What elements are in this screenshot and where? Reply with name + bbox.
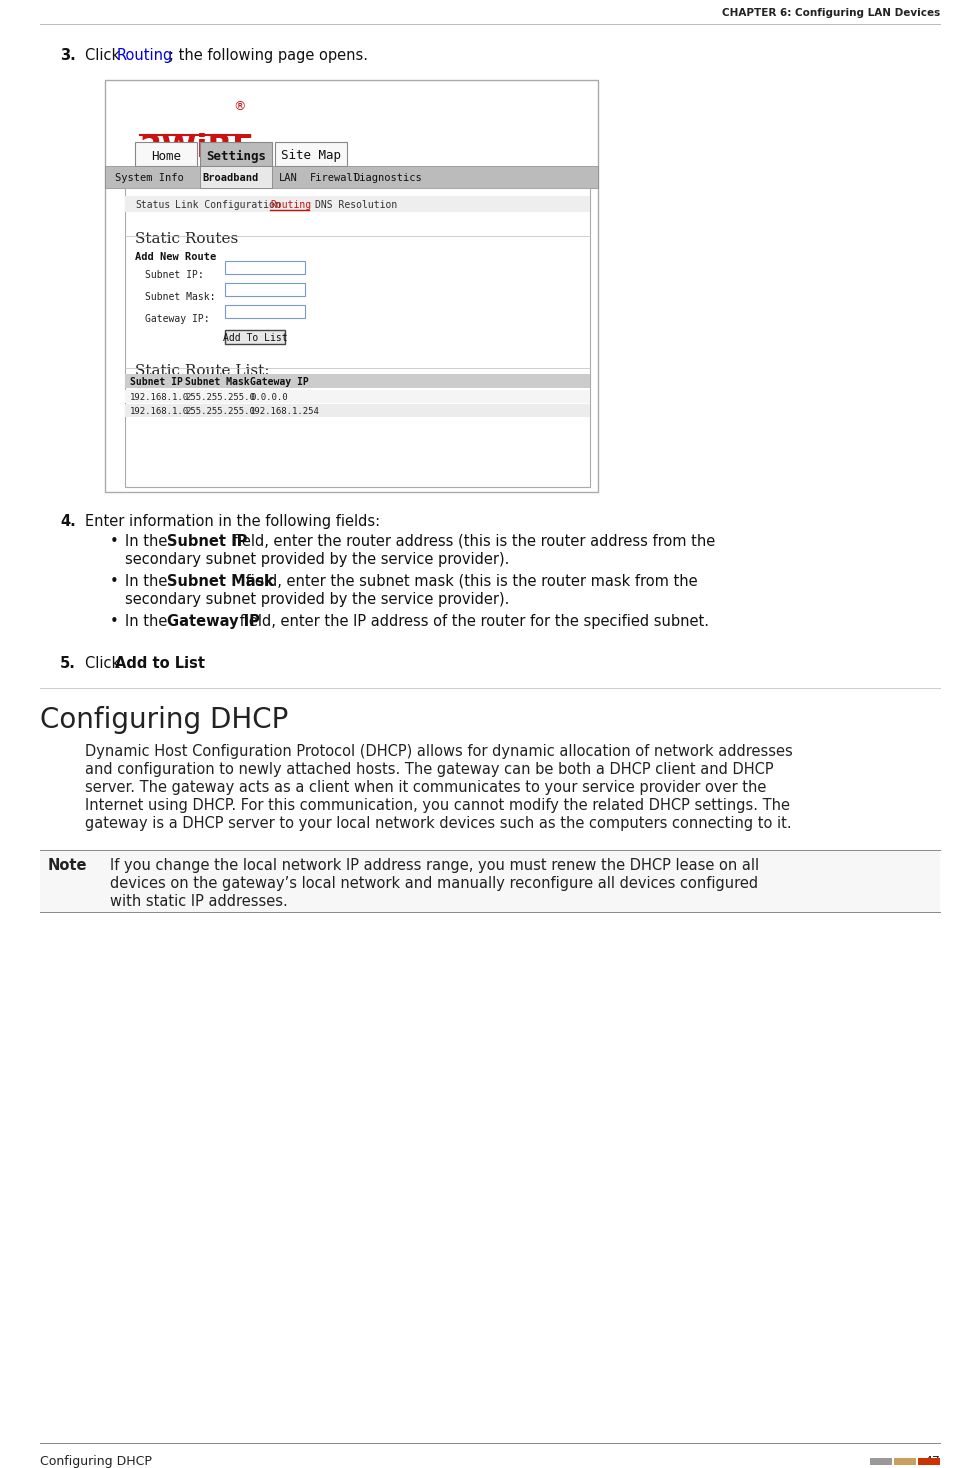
- Text: Status: Status: [135, 200, 170, 210]
- Text: 4.: 4.: [60, 514, 76, 528]
- Text: Subnet Mask:: Subnet Mask:: [145, 292, 215, 302]
- Text: System Info: System Info: [115, 173, 184, 184]
- Text: 192.168.1.0: 192.168.1.0: [130, 392, 189, 402]
- Text: Home: Home: [151, 150, 181, 163]
- FancyBboxPatch shape: [225, 330, 285, 344]
- Text: Routing: Routing: [270, 200, 311, 210]
- Text: LAN: LAN: [279, 173, 298, 184]
- Text: 0.0.0.0: 0.0.0.0: [250, 392, 287, 402]
- Text: server. The gateway acts as a client when it communicates to your service provid: server. The gateway acts as a client whe…: [85, 780, 767, 796]
- FancyBboxPatch shape: [200, 142, 272, 166]
- FancyBboxPatch shape: [105, 79, 598, 492]
- Text: Add New Route: Add New Route: [135, 252, 216, 261]
- Text: 2WiRE: 2WiRE: [140, 134, 255, 164]
- Text: Gateway IP:: Gateway IP:: [145, 314, 209, 324]
- Text: Subnet IP: Subnet IP: [130, 377, 183, 388]
- Text: If you change the local network IP address range, you must renew the DHCP lease : If you change the local network IP addre…: [110, 857, 759, 873]
- FancyBboxPatch shape: [135, 142, 197, 166]
- Text: Subnet IP: Subnet IP: [167, 534, 247, 549]
- Text: Subnet Mask: Subnet Mask: [185, 377, 249, 388]
- Text: Gateway IP: Gateway IP: [167, 614, 259, 628]
- Text: ®: ®: [233, 100, 245, 113]
- Bar: [125, 390, 590, 404]
- FancyBboxPatch shape: [225, 283, 305, 297]
- Text: 5.: 5.: [60, 656, 76, 671]
- Bar: [918, 1458, 940, 1465]
- Text: •: •: [110, 534, 119, 549]
- Bar: [894, 1458, 916, 1465]
- Bar: [105, 166, 598, 188]
- Text: Click: Click: [85, 48, 125, 63]
- Text: Subnet Mask: Subnet Mask: [167, 574, 274, 589]
- Text: 255.255.255.0: 255.255.255.0: [185, 392, 255, 402]
- Text: Subnet IP:: Subnet IP:: [145, 270, 204, 280]
- Text: 192.168.1.254: 192.168.1.254: [250, 407, 319, 415]
- Text: Enter information in the following fields:: Enter information in the following field…: [85, 514, 380, 528]
- Text: and configuration to newly attached hosts. The gateway can be both a DHCP client: and configuration to newly attached host…: [85, 762, 773, 777]
- FancyBboxPatch shape: [200, 166, 272, 188]
- Bar: [40, 850, 940, 912]
- FancyBboxPatch shape: [275, 142, 347, 166]
- Bar: [125, 374, 590, 388]
- Text: field, enter the router address (this is the router address from the: field, enter the router address (this is…: [228, 534, 715, 549]
- Text: DNS Resolution: DNS Resolution: [315, 200, 397, 210]
- Bar: [125, 188, 590, 487]
- Text: Add to List: Add to List: [115, 656, 205, 671]
- Text: Static Route List:: Static Route List:: [135, 364, 270, 377]
- Text: gateway is a DHCP server to your local network devices such as the computers con: gateway is a DHCP server to your local n…: [85, 816, 792, 831]
- Text: ; the following page opens.: ; the following page opens.: [169, 48, 368, 63]
- Text: 47: 47: [924, 1455, 940, 1468]
- FancyBboxPatch shape: [225, 305, 305, 319]
- Text: Gateway IP: Gateway IP: [250, 377, 309, 388]
- Text: Routing: Routing: [117, 48, 173, 63]
- Text: 192.168.1.0: 192.168.1.0: [130, 407, 189, 415]
- Text: Link Configuration: Link Configuration: [175, 200, 281, 210]
- Text: Settings: Settings: [206, 150, 266, 163]
- Text: Static Routes: Static Routes: [135, 232, 239, 247]
- Text: .: .: [182, 656, 187, 671]
- Text: secondary subnet provided by the service provider).: secondary subnet provided by the service…: [125, 592, 509, 606]
- Text: field, enter the subnet mask (this is the router mask from the: field, enter the subnet mask (this is th…: [242, 574, 698, 589]
- Text: field, enter the IP address of the router for the specified subnet.: field, enter the IP address of the route…: [235, 614, 709, 628]
- Text: Firewall: Firewall: [310, 173, 360, 184]
- Text: Broadband: Broadband: [202, 173, 258, 184]
- Text: Configuring DHCP: Configuring DHCP: [40, 1455, 152, 1468]
- Text: •: •: [110, 574, 119, 589]
- Text: Note: Note: [48, 857, 88, 873]
- Bar: [870, 1458, 892, 1465]
- Text: In the: In the: [125, 574, 172, 589]
- Text: Add To List: Add To List: [223, 333, 287, 344]
- Text: Dynamic Host Configuration Protocol (DHCP) allows for dynamic allocation of netw: Dynamic Host Configuration Protocol (DHC…: [85, 744, 793, 759]
- Bar: [125, 197, 590, 211]
- Text: with static IP addresses.: with static IP addresses.: [110, 894, 287, 909]
- Text: devices on the gateway’s local network and manually reconfigure all devices conf: devices on the gateway’s local network a…: [110, 876, 758, 891]
- Text: 255.255.255.0: 255.255.255.0: [185, 407, 255, 415]
- Text: •: •: [110, 614, 119, 628]
- Text: Configuring DHCP: Configuring DHCP: [40, 706, 288, 734]
- Text: Internet using DHCP. For this communication, you cannot modify the related DHCP : Internet using DHCP. For this communicat…: [85, 799, 790, 813]
- Text: secondary subnet provided by the service provider).: secondary subnet provided by the service…: [125, 552, 509, 567]
- Text: 3.: 3.: [60, 48, 76, 63]
- Text: Site Map: Site Map: [281, 150, 341, 163]
- Text: In the: In the: [125, 534, 172, 549]
- Text: Diagnostics: Diagnostics: [353, 173, 422, 184]
- Text: In the: In the: [125, 614, 172, 628]
- Bar: [125, 404, 590, 417]
- Text: CHAPTER 6: Configuring LAN Devices: CHAPTER 6: Configuring LAN Devices: [722, 7, 940, 18]
- Text: Click: Click: [85, 656, 125, 671]
- FancyBboxPatch shape: [225, 261, 305, 275]
